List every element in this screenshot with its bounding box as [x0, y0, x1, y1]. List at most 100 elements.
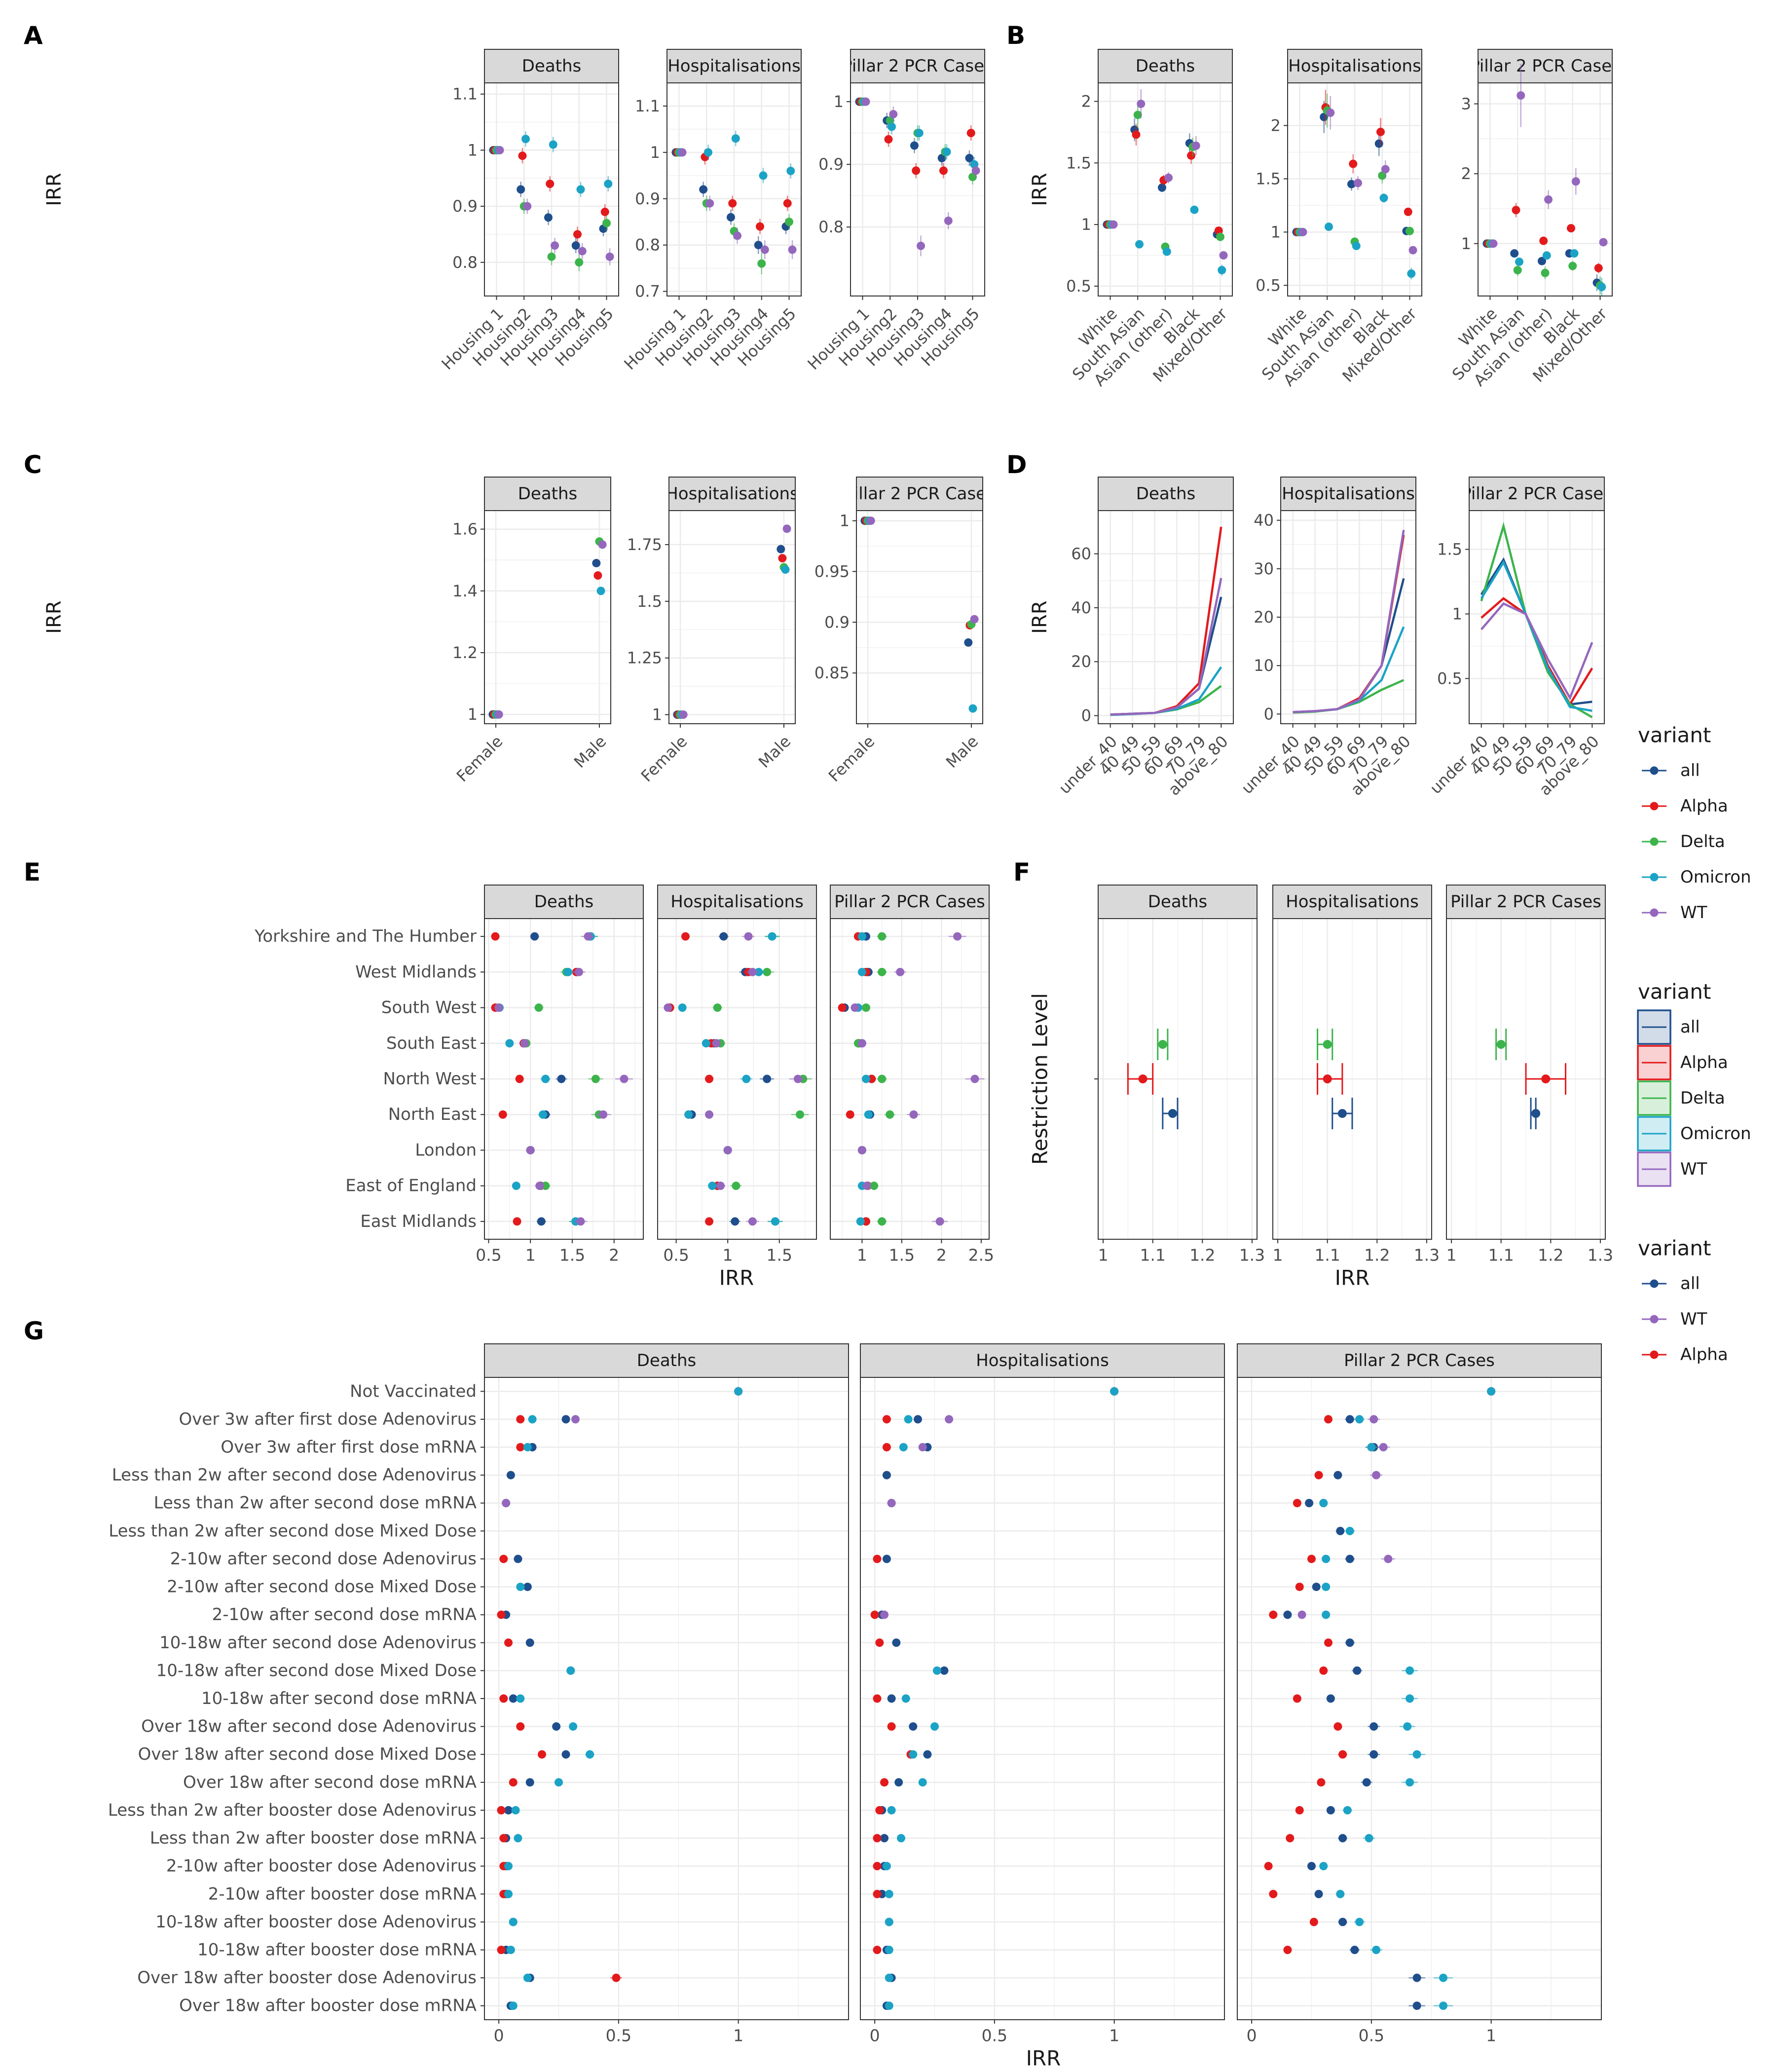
data-point-alpha [778, 554, 787, 563]
data-point-omicron [1218, 266, 1226, 275]
data-point-omicron [742, 1074, 751, 1083]
data-point-alpha [516, 1443, 525, 1452]
data-point-alpha [612, 1973, 621, 1982]
x-tick-label: Female [637, 732, 691, 786]
data-point-omicron [576, 185, 585, 194]
data-point-alpha [873, 1554, 882, 1563]
data-point-all [537, 1217, 546, 1226]
data-point-wt [679, 710, 688, 719]
y-tick-label: 0.9 [824, 613, 850, 631]
x-tick-label: 0 [494, 2026, 504, 2045]
data-point-alpha [939, 166, 948, 175]
data-point-omicron [549, 140, 557, 149]
data-point-all [1362, 1778, 1371, 1787]
data-point-omicron [1355, 1415, 1364, 1424]
data-point-all [910, 141, 919, 150]
legend-label-wt: WT [1680, 903, 1707, 923]
y-tick-label: 1 [1081, 215, 1091, 234]
data-point-alpha [497, 1945, 506, 1954]
data-point-alpha [870, 1610, 879, 1619]
data-point-omicron [504, 1862, 513, 1871]
panel-E-facet-3: Pillar 2 PCR Cases 1 1.5 2 2.5 [830, 885, 994, 1265]
data-point-wt [723, 1146, 732, 1154]
data-point-alpha [1186, 151, 1195, 160]
data-point-alpha [1324, 1415, 1332, 1424]
data-point-alpha [873, 1834, 882, 1843]
data-point-wt [880, 1610, 889, 1619]
panel-C-facet-1: Deaths 1 1.2 1.4 1.6 Female Male [452, 477, 611, 785]
data-point-alpha [1293, 1694, 1301, 1703]
data-point-wt [712, 1039, 721, 1048]
data-point-alpha [546, 180, 555, 188]
data-point-all [726, 213, 735, 222]
facet-strip [484, 885, 644, 919]
data-point-alpha [1566, 224, 1575, 233]
x-tick-label: 0 [870, 2026, 880, 2045]
data-point-all [1336, 1526, 1345, 1535]
data-point-alpha [838, 1003, 847, 1012]
facet-border [484, 82, 619, 296]
data-point-alpha [1269, 1889, 1278, 1898]
y-tick-label: North East [388, 1105, 477, 1124]
y-tick-label: Yorkshire and The Humber [254, 926, 477, 946]
facet-strip-label: Deaths [1136, 56, 1195, 76]
data-point-wt [748, 967, 757, 976]
facet-border [856, 510, 983, 724]
data-point-omicron [904, 1415, 913, 1424]
y-tick-label: 2 [1081, 92, 1091, 111]
facet-strip [1237, 1343, 1602, 1378]
data-point-wt [909, 1110, 918, 1119]
facet-strip-label: Pillar 2 PCR Cases [1470, 56, 1621, 76]
legend-label-omicron: Omicron [1680, 1124, 1751, 1144]
panel-D-facet-2: Hospitalisations010203040under_4040_4950… [1238, 477, 1416, 799]
x-tick-label: 1 [1446, 1246, 1457, 1265]
data-point-wt [1599, 238, 1608, 247]
facet-strip-label: Hospitalisations [1282, 484, 1415, 504]
y-tick-label: Less than 2w after booster dose Adenovir… [108, 1800, 477, 1820]
y-tick-label: 0 [1264, 704, 1274, 723]
data-point-omicron [887, 1806, 896, 1814]
x-tick-label: 1 [857, 1246, 867, 1265]
data-point-wt [851, 1003, 859, 1012]
facet-strip [484, 1343, 849, 1378]
data-point-omicron [1372, 1945, 1381, 1954]
data-point-wt [551, 241, 559, 250]
data-point-alpha [497, 1806, 506, 1814]
data-point-alpha [882, 1415, 891, 1424]
x-tick-label: 1.3 [1239, 1246, 1265, 1265]
data-point-omicron [1336, 1889, 1345, 1898]
data-point-alpha [1541, 1074, 1551, 1083]
data-point-omicron [1325, 222, 1333, 231]
data-point-alpha [966, 129, 975, 138]
data-point-all [1345, 1415, 1354, 1424]
data-point-all [1347, 180, 1356, 188]
data-point-delta [757, 259, 766, 268]
facet-background [669, 511, 795, 724]
data-point-omicron [708, 1182, 717, 1190]
facet-strip-label: Deaths [522, 56, 582, 76]
facet-strip-label: Pillar 2 PCR Cases [842, 56, 993, 76]
facet-strip-label: Deaths [518, 484, 578, 504]
data-point-alpha [1317, 1778, 1326, 1787]
data-point-omicron [731, 134, 740, 143]
facet-strip [1478, 49, 1613, 83]
data-point-delta [547, 252, 556, 261]
x-tick-label: 1.3 [1414, 1246, 1440, 1265]
facet-border [668, 510, 796, 724]
data-point-wt [664, 1003, 672, 1012]
data-point-omicron [1439, 2001, 1448, 2010]
data-point-all [763, 1074, 772, 1083]
y-tick-label: 10-18w after second dose Mixed Dose [156, 1661, 477, 1680]
data-point-wt [1381, 165, 1390, 174]
facet-border [1280, 510, 1416, 724]
data-point-omicron [1135, 240, 1144, 249]
data-point-all [1312, 1583, 1321, 1591]
y-tick-label: 0.5 [1066, 277, 1091, 296]
data-point-alpha [884, 135, 893, 144]
facet-strip-label: Deaths [1148, 892, 1208, 912]
x-tick-label: 1.3 [1588, 1246, 1613, 1265]
facet-background [484, 511, 611, 724]
panel-label-C: C [24, 450, 42, 479]
panel-E-facet-2: Hospitalisations 0.5 1 1.5 [657, 885, 817, 1265]
data-point-alpha [1349, 159, 1358, 168]
